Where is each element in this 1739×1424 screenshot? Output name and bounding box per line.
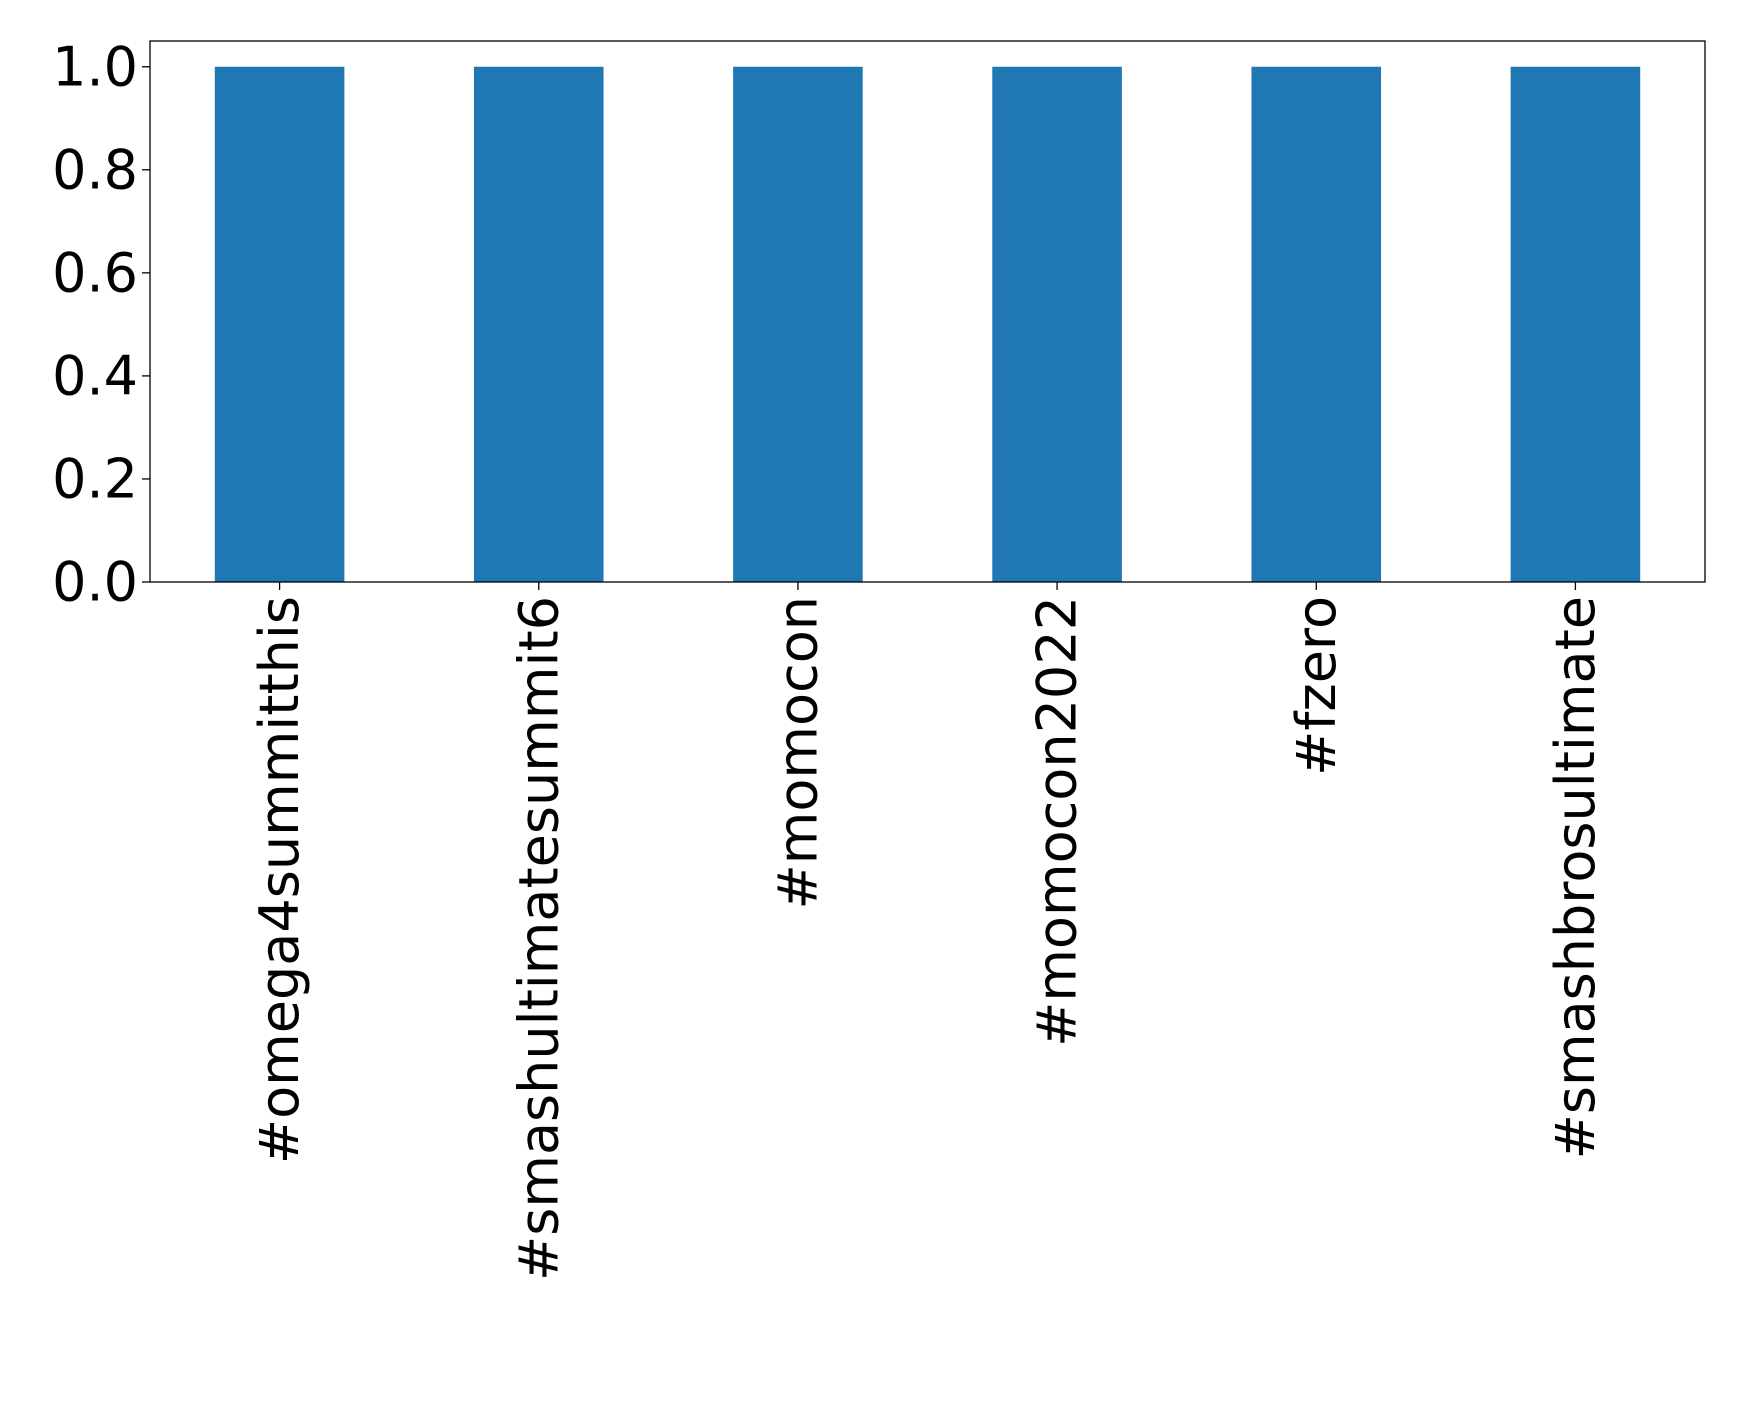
y-tick-label-4: 0.8 [52,138,138,201]
y-tick-label-2: 0.4 [52,344,138,407]
x-tick-label-1: #smashultimatesummit6 [507,596,570,1281]
bar-0 [214,66,345,582]
x-tick-label-0: #omega4summitthis [248,596,311,1164]
x-tick-label-4: #fzero [1285,596,1348,776]
y-tick-label-0: 0.0 [52,551,138,614]
plot-area-frame [149,40,1706,583]
bars-layer [214,66,1641,582]
bar-5 [1510,66,1641,582]
y-tick-label-3: 0.6 [52,241,138,304]
bar-2 [733,66,863,582]
x-tick-label-5: #smashbrosultimate [1544,596,1607,1159]
bar-3 [992,66,1122,582]
bar-4 [1251,66,1382,582]
bar-1 [473,66,604,582]
x-tick-label-2: #momocon [766,596,829,909]
y-axis: 0.0 0.2 0.4 0.6 0.8 1.0 [52,35,150,614]
y-tick-label-1: 0.2 [52,447,138,510]
y-tick-label-5: 1.0 [52,35,138,98]
x-tick-label-3: #momocon2022 [1026,596,1089,1047]
x-axis: #omega4summitthis #smashultimatesummit6 #m… [248,582,1607,1281]
